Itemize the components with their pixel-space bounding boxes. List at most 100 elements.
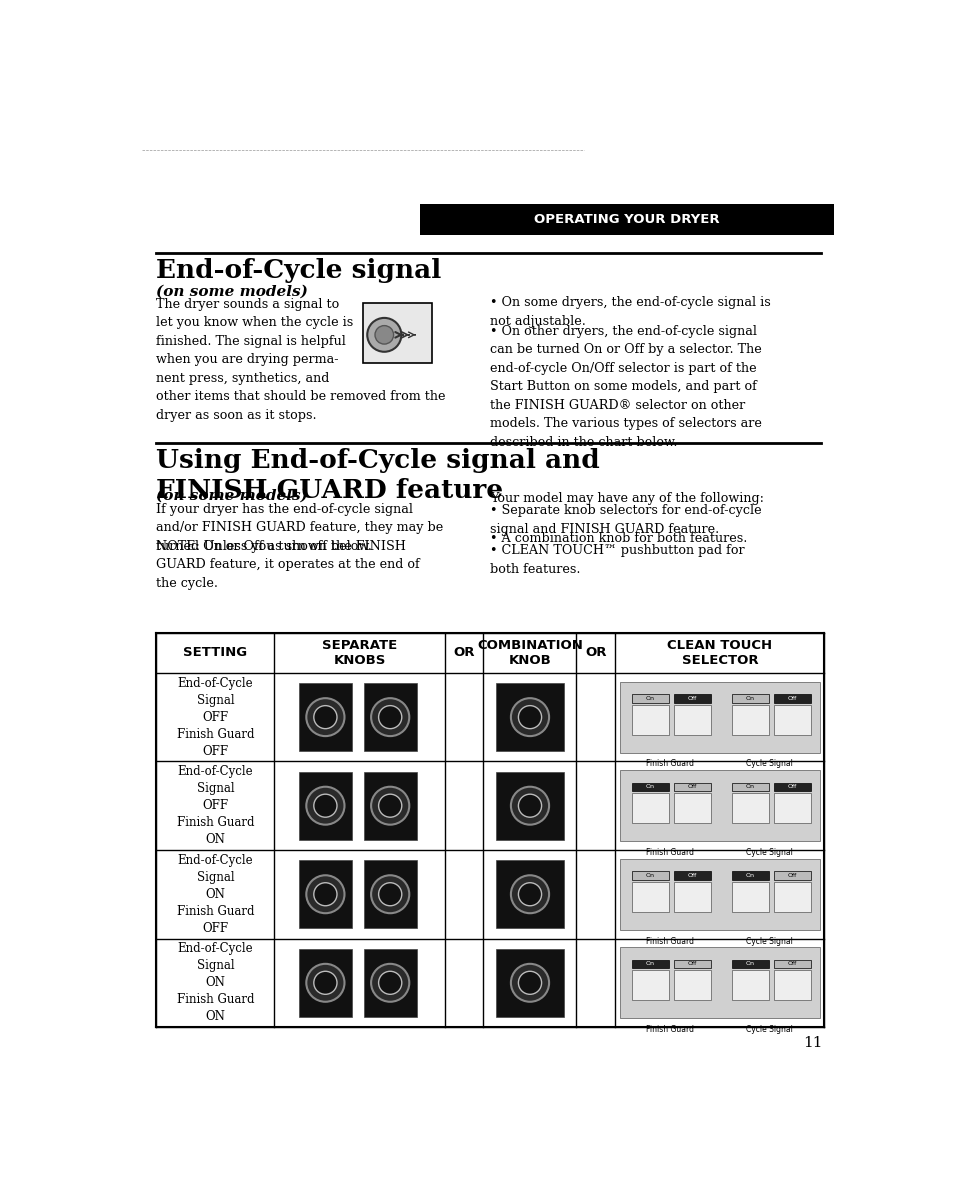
Circle shape — [378, 794, 401, 818]
FancyBboxPatch shape — [731, 705, 768, 735]
FancyBboxPatch shape — [773, 705, 810, 735]
Circle shape — [511, 787, 549, 825]
FancyBboxPatch shape — [496, 948, 563, 1017]
Text: Cycle Signal: Cycle Signal — [745, 759, 793, 769]
Circle shape — [314, 706, 336, 729]
FancyBboxPatch shape — [731, 794, 768, 824]
Text: OPERATING YOUR DRYER: OPERATING YOUR DRYER — [534, 213, 719, 225]
Circle shape — [378, 971, 401, 994]
FancyBboxPatch shape — [363, 683, 416, 751]
Text: OR: OR — [453, 646, 475, 659]
Circle shape — [314, 882, 336, 905]
Text: End-of-Cycle
Signal
ON
Finish Guard
ON: End-of-Cycle Signal ON Finish Guard ON — [176, 942, 253, 1023]
Circle shape — [371, 875, 409, 914]
Text: Cycle Signal: Cycle Signal — [745, 848, 793, 857]
FancyBboxPatch shape — [298, 683, 352, 751]
Circle shape — [378, 706, 401, 729]
FancyBboxPatch shape — [632, 970, 668, 1000]
FancyBboxPatch shape — [731, 872, 768, 880]
Text: (on some models): (on some models) — [156, 489, 308, 502]
FancyBboxPatch shape — [363, 303, 431, 363]
Text: OR: OR — [584, 646, 606, 659]
FancyBboxPatch shape — [773, 882, 810, 911]
FancyBboxPatch shape — [496, 772, 563, 839]
Circle shape — [517, 971, 541, 994]
FancyBboxPatch shape — [619, 682, 819, 753]
FancyBboxPatch shape — [773, 959, 810, 968]
Text: Off: Off — [687, 695, 697, 700]
FancyBboxPatch shape — [673, 872, 710, 880]
Circle shape — [314, 971, 336, 994]
Circle shape — [367, 318, 401, 351]
FancyBboxPatch shape — [632, 783, 668, 791]
FancyBboxPatch shape — [632, 794, 668, 824]
FancyBboxPatch shape — [632, 882, 668, 911]
Text: If your dryer has the end-of-cycle signal
and/or FINISH GUARD feature, they may : If your dryer has the end-of-cycle signa… — [156, 502, 443, 553]
Text: COMBINATION
KNOB: COMBINATION KNOB — [476, 639, 582, 667]
Text: Finish Guard: Finish Guard — [645, 759, 693, 769]
FancyBboxPatch shape — [731, 694, 768, 703]
FancyBboxPatch shape — [731, 882, 768, 911]
Text: Off: Off — [787, 962, 796, 966]
FancyBboxPatch shape — [298, 861, 352, 928]
Text: End-of-Cycle
Signal
OFF
Finish Guard
OFF: End-of-Cycle Signal OFF Finish Guard OFF — [176, 676, 253, 758]
FancyBboxPatch shape — [673, 794, 710, 824]
Text: Off: Off — [787, 873, 796, 878]
Text: On: On — [645, 784, 655, 789]
Text: End-of-Cycle signal: End-of-Cycle signal — [156, 258, 441, 283]
Text: End-of-Cycle
Signal
ON
Finish Guard
OFF: End-of-Cycle Signal ON Finish Guard OFF — [176, 854, 253, 935]
Text: • A combination knob for both features.: • A combination knob for both features. — [489, 532, 746, 546]
FancyBboxPatch shape — [419, 204, 833, 235]
FancyBboxPatch shape — [773, 694, 810, 703]
Circle shape — [371, 787, 409, 825]
FancyBboxPatch shape — [363, 861, 416, 928]
FancyBboxPatch shape — [298, 948, 352, 1017]
FancyBboxPatch shape — [673, 705, 710, 735]
Text: Cycle Signal: Cycle Signal — [745, 936, 793, 946]
FancyBboxPatch shape — [773, 970, 810, 1000]
Text: Finish Guard: Finish Guard — [645, 1025, 693, 1035]
Circle shape — [306, 698, 344, 736]
FancyBboxPatch shape — [731, 959, 768, 968]
Circle shape — [314, 794, 336, 818]
Circle shape — [511, 698, 549, 736]
Circle shape — [511, 964, 549, 1002]
Circle shape — [371, 964, 409, 1002]
Text: • Separate knob selectors for end-of-cycle
signal and FINISH GUARD feature.: • Separate knob selectors for end-of-cyc… — [489, 505, 760, 536]
Text: On: On — [745, 873, 754, 878]
FancyBboxPatch shape — [773, 794, 810, 824]
FancyBboxPatch shape — [632, 705, 668, 735]
Circle shape — [378, 882, 401, 905]
FancyBboxPatch shape — [773, 783, 810, 791]
Text: NOTE: Unless you turn off the FINISH
GUARD feature, it operates at the end of
th: NOTE: Unless you turn off the FINISH GUA… — [156, 540, 419, 590]
Text: Your model may have any of the following:: Your model may have any of the following… — [489, 492, 763, 505]
Text: • On other dryers, the end-of-cycle signal
can be turned On or Off by a selector: • On other dryers, the end-of-cycle sign… — [489, 325, 760, 448]
Text: End-of-Cycle
Signal
OFF
Finish Guard
ON: End-of-Cycle Signal OFF Finish Guard ON — [176, 765, 253, 846]
Text: SETTING: SETTING — [183, 646, 247, 659]
Circle shape — [517, 882, 541, 905]
Text: On: On — [745, 962, 754, 966]
FancyBboxPatch shape — [496, 861, 563, 928]
FancyBboxPatch shape — [619, 770, 819, 842]
Text: On: On — [745, 695, 754, 700]
Text: On: On — [645, 695, 655, 700]
FancyBboxPatch shape — [363, 948, 416, 1017]
FancyBboxPatch shape — [773, 872, 810, 880]
Text: On: On — [745, 784, 754, 789]
Text: Finish Guard: Finish Guard — [645, 936, 693, 946]
Text: Off: Off — [687, 873, 697, 878]
Circle shape — [306, 964, 344, 1002]
Text: CLEAN TOUCH
SELECTOR: CLEAN TOUCH SELECTOR — [666, 639, 772, 667]
Text: (on some models): (on some models) — [156, 285, 308, 299]
Circle shape — [306, 787, 344, 825]
FancyBboxPatch shape — [632, 959, 668, 968]
Circle shape — [371, 698, 409, 736]
FancyBboxPatch shape — [731, 970, 768, 1000]
Text: Cycle Signal: Cycle Signal — [745, 1025, 793, 1035]
Text: On: On — [645, 962, 655, 966]
Text: Using End-of-Cycle signal and
FINISH GUARD feature: Using End-of-Cycle signal and FINISH GUA… — [156, 448, 599, 504]
FancyBboxPatch shape — [673, 959, 710, 968]
FancyBboxPatch shape — [673, 694, 710, 703]
Text: The dryer sounds a signal to
let you know when the cycle is
finished. The signal: The dryer sounds a signal to let you kno… — [156, 297, 445, 422]
Text: Off: Off — [787, 784, 796, 789]
